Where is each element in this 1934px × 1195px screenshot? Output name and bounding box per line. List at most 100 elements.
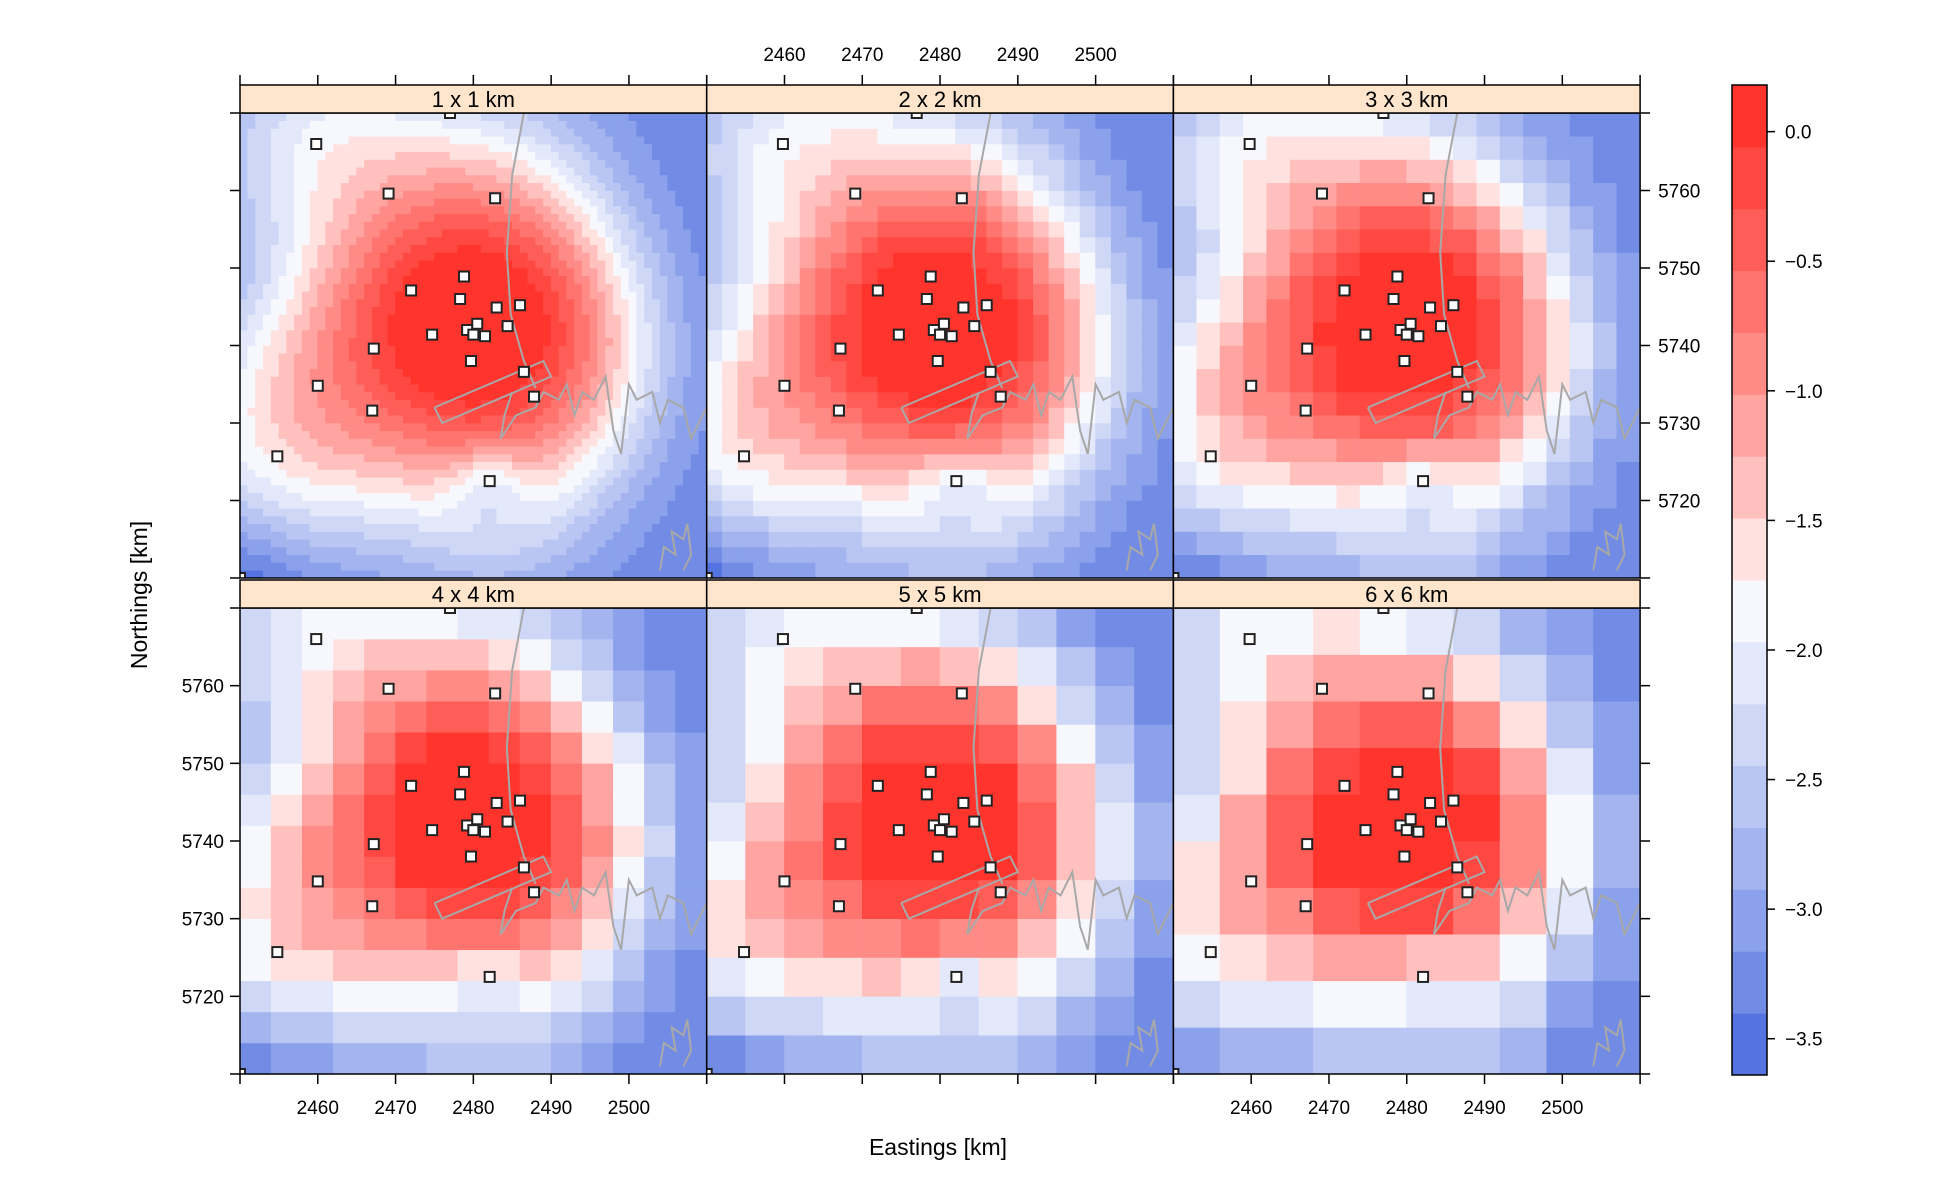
- heatmap-cell: [520, 415, 528, 423]
- heatmap-cell: [450, 120, 458, 128]
- heatmap-cell: [419, 237, 427, 245]
- heatmap-cell: [434, 206, 442, 214]
- heatmap-cell: [683, 461, 691, 469]
- heatmap-cell: [621, 477, 629, 485]
- heatmap-cell: [520, 477, 528, 485]
- heatmap-cell: [722, 376, 738, 392]
- heatmap-cell: [590, 547, 598, 555]
- heatmap-cell: [574, 454, 582, 462]
- heatmap-cell: [1002, 128, 1018, 144]
- heatmap-cell: [364, 206, 372, 214]
- heatmap-cell: [372, 368, 380, 376]
- heatmap-cell: [317, 531, 325, 539]
- heatmap-cell: [574, 322, 582, 330]
- heatmap-cell: [668, 516, 676, 524]
- heatmap-cell: [644, 113, 652, 121]
- heatmap-cell: [387, 368, 395, 376]
- heatmap-cell: [800, 144, 816, 160]
- heatmap-cell: [504, 361, 512, 369]
- station-marker: [427, 330, 437, 340]
- heatmap-cell: [403, 415, 411, 423]
- heatmap-cell: [317, 244, 325, 252]
- heatmap-cell: [629, 554, 637, 562]
- heatmap-cell: [815, 128, 831, 144]
- heatmap-cell: [302, 314, 310, 322]
- heatmap-cell: [317, 306, 325, 314]
- heatmap-cell: [1360, 415, 1384, 439]
- heatmap-cell: [613, 345, 621, 353]
- heatmap-cell: [426, 175, 434, 183]
- heatmap-cell: [1002, 283, 1018, 299]
- heatmap-cell: [387, 113, 395, 121]
- heatmap-cell: [411, 438, 419, 446]
- heatmap-cell: [559, 554, 567, 562]
- heatmap-cell: [527, 492, 535, 500]
- heatmap-cell: [582, 492, 590, 500]
- heatmap-cell: [574, 523, 582, 531]
- heatmap-cell: [333, 492, 341, 500]
- heatmap-cell: [543, 136, 551, 144]
- heatmap-cell: [286, 539, 294, 547]
- heatmap-cell: [1243, 392, 1267, 416]
- heatmap-cell: [240, 244, 248, 252]
- heatmap-cell: [473, 260, 481, 268]
- heatmap-cell: [496, 492, 504, 500]
- heatmap-cell: [527, 252, 535, 260]
- heatmap-cell: [675, 159, 683, 167]
- heatmap-cell: [566, 415, 574, 423]
- heatmap-cell: [465, 221, 473, 229]
- heatmap-cell: [325, 415, 333, 423]
- heatmap-cell: [279, 562, 287, 570]
- heatmap-cell: [613, 167, 621, 175]
- heatmap-cell: [566, 229, 574, 237]
- heatmap-cell: [512, 182, 520, 190]
- heatmap-cell: [1453, 461, 1477, 485]
- heatmap-cell: [302, 128, 310, 136]
- heatmap-cell: [279, 477, 287, 485]
- heatmap-cell: [489, 252, 497, 260]
- heatmap-cell: [317, 175, 325, 183]
- heatmap-cell: [426, 206, 434, 214]
- heatmap-cell: [675, 330, 683, 338]
- heatmap-cell: [457, 244, 465, 252]
- heatmap-cell: [333, 136, 341, 144]
- heatmap-cell: [878, 175, 894, 191]
- heatmap-cell: [598, 500, 606, 508]
- heatmap-cell: [644, 423, 652, 431]
- heatmap-cell: [302, 283, 310, 291]
- heatmap-cell: [504, 539, 512, 547]
- heatmap-cell: [722, 252, 738, 268]
- heatmap-cell: [387, 237, 395, 245]
- heatmap-cell: [380, 283, 388, 291]
- heatmap-cell: [1360, 485, 1384, 509]
- heatmap-cell: [1243, 485, 1267, 509]
- heatmap-cell: [387, 268, 395, 276]
- heatmap-cell: [1173, 438, 1197, 462]
- heatmap-cell: [668, 306, 676, 314]
- heatmap-cell: [450, 260, 458, 268]
- heatmap-cell: [613, 113, 621, 121]
- heatmap-cell: [512, 175, 520, 183]
- heatmap-cell: [496, 252, 504, 260]
- heatmap-cell: [1570, 229, 1594, 253]
- heatmap-cell: [286, 516, 294, 524]
- heatmap-cell: [1033, 175, 1049, 191]
- heatmap-cell: [527, 454, 535, 462]
- heatmap-cell: [652, 198, 660, 206]
- heatmap-cell: [286, 268, 294, 276]
- heatmap-cell: [644, 221, 652, 229]
- heatmap-cell: [636, 539, 644, 547]
- heatmap-cell: [279, 407, 287, 415]
- heatmap-cell: [660, 213, 668, 221]
- heatmap-cell: [294, 306, 302, 314]
- heatmap-cell: [769, 500, 785, 516]
- heatmap-cell: [629, 570, 637, 578]
- heatmap-cell: [582, 136, 590, 144]
- heatmap-cell: [1064, 345, 1080, 361]
- heatmap-cell: [535, 523, 543, 531]
- heatmap-cell: [395, 314, 403, 322]
- heatmap-cell: [349, 500, 357, 508]
- heatmap-cell: [629, 446, 637, 454]
- heatmap-cell: [1049, 159, 1065, 175]
- heatmap-cell: [240, 353, 248, 361]
